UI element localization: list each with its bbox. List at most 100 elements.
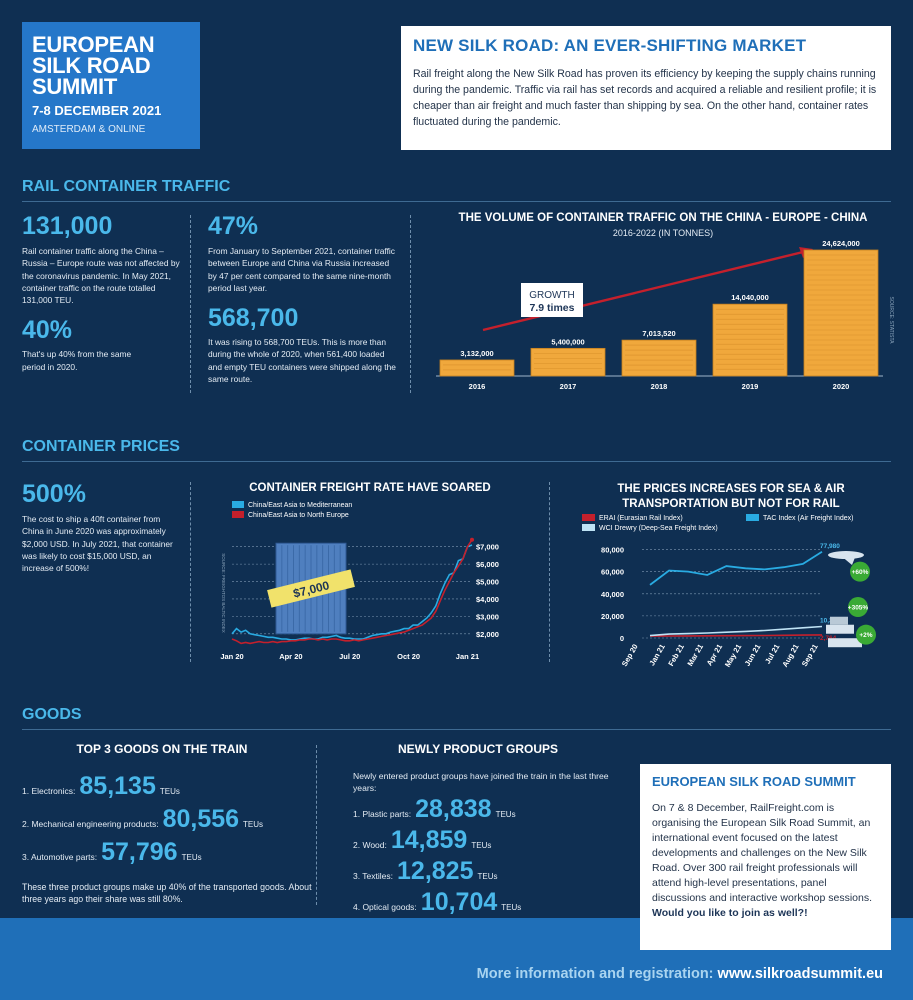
y-tick-label: $5,000 [476, 578, 499, 587]
y-tick-label: 80,000 [601, 546, 624, 555]
source-note: SOURCE: FREIGHTOS BALTIC INDEX [221, 553, 226, 633]
train-icon [828, 638, 862, 648]
goods-value: 14,859 [390, 825, 468, 854]
goods-unit: TEUs [495, 809, 516, 819]
logo-line-1: EUROPEAN [32, 32, 155, 57]
x-tick-label: Aug 21 [780, 643, 800, 669]
goods-row: 1. Electronics: 85,135 TEUs [22, 772, 312, 801]
goods-value: 28,838 [415, 794, 492, 823]
rail-section-title: RAIL CONTAINER TRAFFIC [22, 178, 231, 195]
x-tick-label: Mar 21 [685, 643, 705, 668]
freight-chart-plot: China/East Asia to Mediterranean China/Ea… [220, 501, 499, 661]
legend-swatch [232, 511, 244, 518]
change-badge [850, 561, 870, 582]
bar-2018 [621, 339, 697, 377]
summit-title: EUROPEAN SILK ROAD SUMMIT [652, 774, 856, 789]
growth-annotation-line-2: 7.9 times [530, 302, 575, 314]
logo-line-3: SUMMIT [32, 74, 117, 99]
ship-icon [826, 616, 854, 634]
stat-500pct: 500% [22, 480, 86, 508]
goods-row: 1. Plastic parts: 28,838 TEUs [353, 795, 628, 824]
goods-label: 1. Plastic parts: [353, 808, 412, 819]
volume-chart-title: THE VOLUME OF CONTAINER TRAFFIC ON THE C… [458, 212, 868, 224]
goods-label: 4. Optical goods: [353, 901, 417, 912]
goods-unit: TEUs [181, 853, 202, 862]
divider [190, 215, 191, 393]
top3-note: These three product groups make up 40% o… [22, 882, 312, 905]
bar-2017 [530, 347, 606, 377]
bar-2020 [803, 249, 879, 377]
y-tick-label: 60,000 [601, 568, 624, 577]
legend-swatch [746, 514, 759, 521]
x-tick-label: 2016 [469, 382, 486, 391]
intro-text: Rail freight along the New Silk Road has… [413, 68, 877, 128]
y-tick-label: $2,000 [476, 630, 499, 639]
top3-goods: TOP 3 GOODS ON THE TRAIN 1. Electronics:… [22, 742, 312, 906]
bar-value-label: 24,624,000 [822, 240, 860, 248]
divider [22, 729, 891, 730]
divider [22, 461, 891, 462]
new-groups-title: NEWLY PRODUCT GROUPS [397, 742, 559, 756]
x-tick-label: Apr 21 [705, 643, 724, 668]
legend-swatch [582, 524, 595, 531]
volume-chart-subtitle: 2016-2022 (IN TONNES) [612, 228, 714, 238]
stat-568700-text: It was rising to 568,700 TEUs. This is m… [208, 337, 396, 385]
goods-label: 3. Automotive parts: [22, 852, 98, 862]
x-tick-label: Jan 21 [647, 643, 666, 668]
stat-40pct-text: That's up 40% from the same period in 20… [22, 349, 132, 372]
transport-chart-title: THE PRICES INCREASES FOR SEA & AIR TRANS… [617, 483, 845, 510]
change-badge [856, 624, 876, 645]
x-tick-label: Jul 20 [339, 652, 360, 661]
y-tick-label: $6,000 [476, 560, 499, 569]
new-groups-list: 1. Plastic parts: 28,838 TEUs 2. Wood: 14,85… [353, 795, 628, 917]
footer-link[interactable]: www.silkroadsummit.eu [717, 966, 883, 982]
series-line-2 [649, 551, 823, 586]
legend-swatch [582, 514, 595, 521]
goods-unit: TEUs [471, 840, 492, 850]
transport-chart-plot: ERAI (Eurasian Rail Index) TAC Index (Air… [582, 514, 876, 669]
price-badge-bg [267, 569, 355, 608]
x-tick-label: Sep 20 [620, 643, 640, 668]
bar-2016 [439, 359, 515, 377]
y-tick-label: 40,000 [601, 590, 624, 599]
bar-2019 [712, 303, 788, 377]
stat-131000: 131,000 [22, 212, 113, 240]
logo-line-2: SILK ROAD [32, 53, 151, 78]
stat-568700: 568,700 [208, 304, 299, 333]
bar-value-label: 7,013,520 [642, 329, 675, 338]
growth-annotation-box [521, 283, 583, 317]
bar-value-label: 3,132,000 [460, 349, 493, 358]
summit-box: EUROPEAN SILK ROAD SUMMIT On 7 & 8 Decem… [640, 764, 891, 950]
stat-40pct: 40% [22, 316, 73, 345]
goods-row: 3. Textiles: 12,825 TEUs [353, 857, 628, 886]
bar-value-label: 14,040,000 [731, 293, 769, 302]
x-tick-label: Apr 20 [279, 652, 302, 661]
series-line-0 [231, 544, 473, 641]
footer-label: More information and registration: [476, 966, 714, 982]
footer-bar: More information and registration: www.s… [0, 918, 913, 1000]
divider [549, 482, 550, 662]
y-tick-label: 0 [620, 634, 624, 643]
goods-value: 80,556 [162, 805, 240, 833]
goods-unit: TEUs [501, 902, 522, 912]
y-tick-label: 20,000 [601, 612, 624, 621]
prices-section-title: CONTAINER PRICES [22, 438, 180, 455]
goods-section-title: GOODS [22, 706, 82, 723]
freight-chart-title: CONTAINER FREIGHT RATE HAVE SOARED [249, 482, 491, 494]
rail-stat-column-1: 131,000 Rail container traffic along the… [22, 212, 180, 373]
footer-text: More information and registration: www.s… [477, 966, 883, 982]
event-dates: 7-8 DECEMBER 2021 [32, 103, 162, 118]
goods-unit: TEUs [243, 820, 264, 829]
goods-row: 2. Mechanical engineering products: 80,55… [22, 805, 312, 834]
x-tick-label: 2018 [651, 382, 668, 391]
airplane-wing [840, 555, 856, 566]
goods-row: 4. Optical goods: 10,704 TEUs [353, 888, 628, 917]
x-tick-label: Jan 21 [456, 652, 479, 661]
x-tick-label: Jan 20 [220, 652, 243, 661]
bar-value-label: 5,400,000 [551, 337, 584, 346]
goods-label: 2. Mechanical engineering products: [22, 819, 159, 829]
change-badge-label: +305% [848, 605, 869, 612]
series-line-1 [649, 625, 823, 637]
x-tick-label: Jun 21 [743, 643, 763, 668]
